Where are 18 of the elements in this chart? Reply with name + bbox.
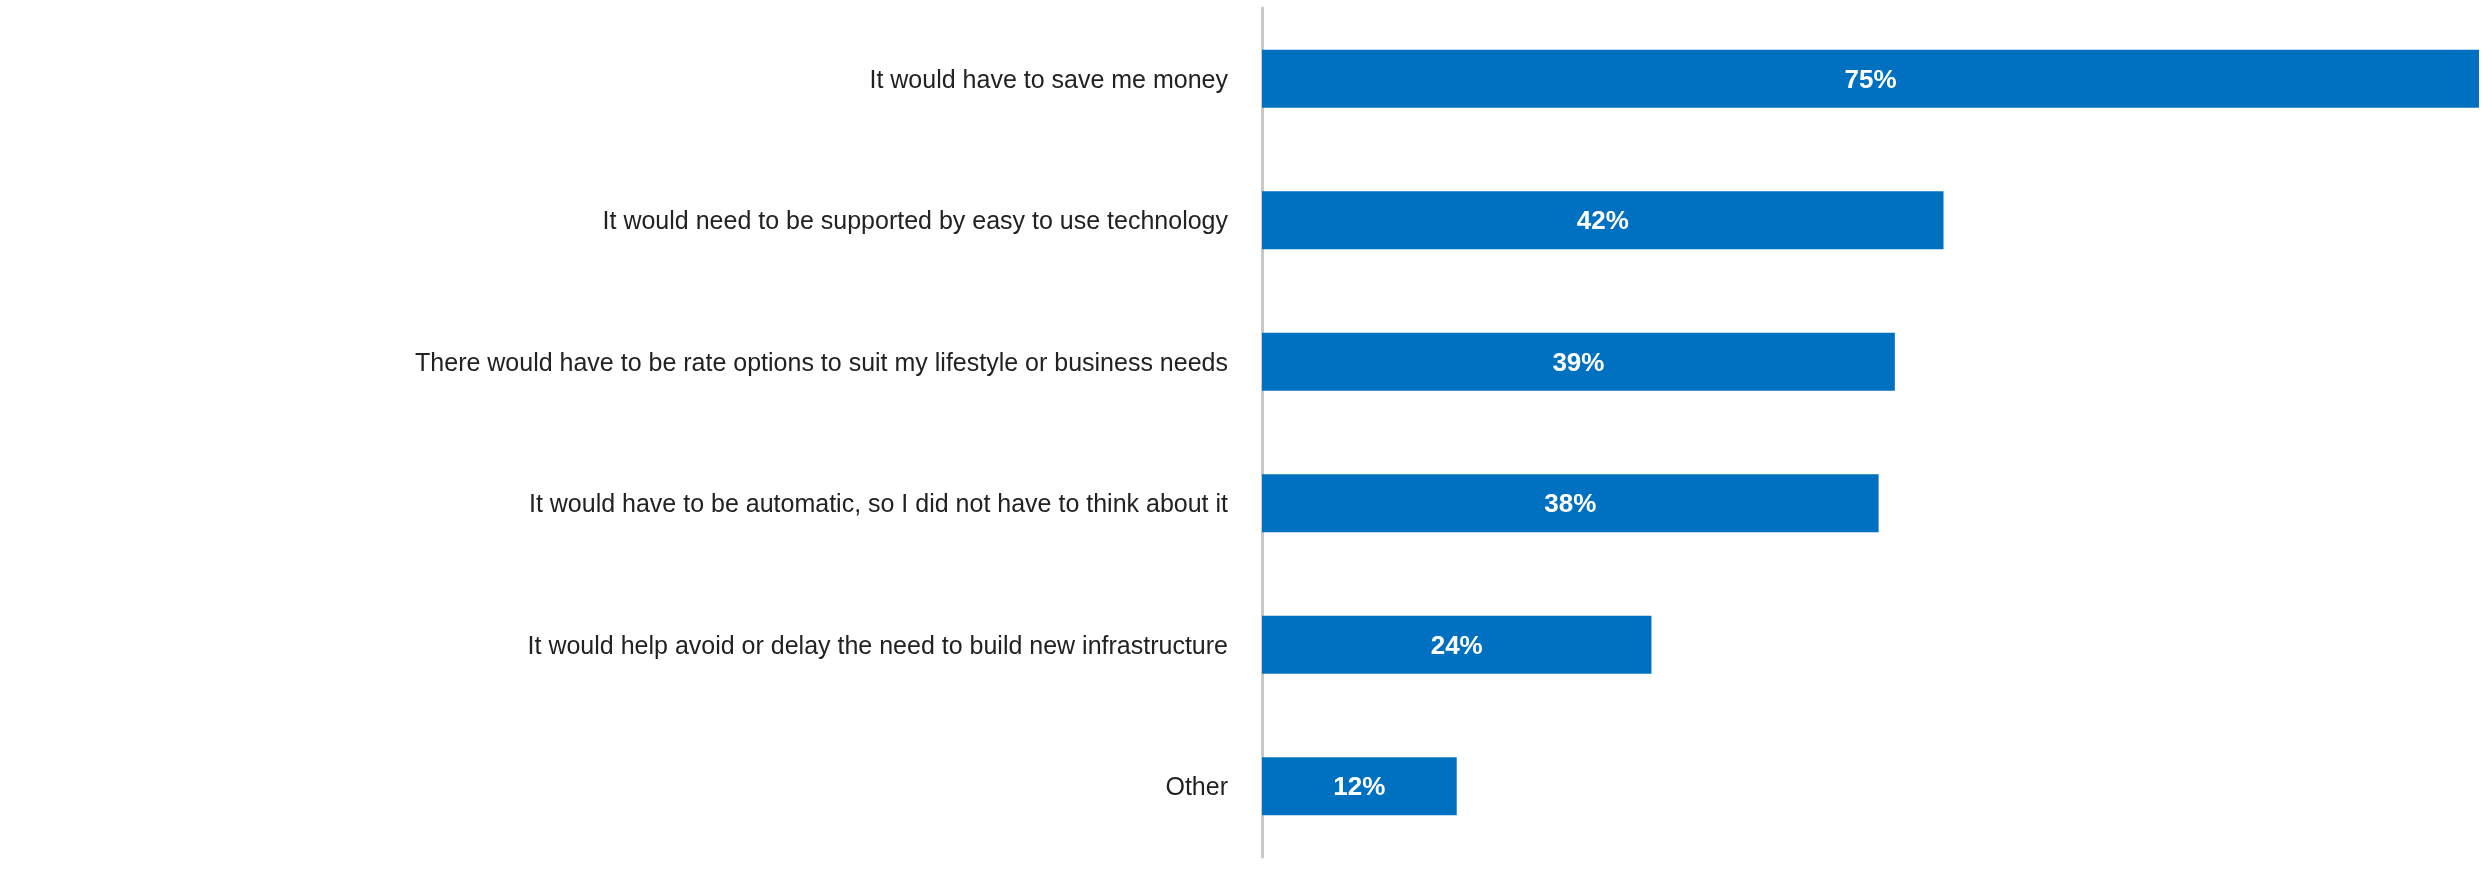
- data-label: 39%: [1552, 346, 1605, 377]
- y-tick-label: It would help avoid or delay the need to build new infrastructure: [527, 630, 1228, 659]
- data-label: 75%: [1844, 63, 1897, 94]
- y-tick-label: There would have to be rate options to suit my lifestyle or business needs: [415, 347, 1228, 376]
- bar: [1262, 757, 1457, 816]
- bar: [1262, 332, 1895, 391]
- bar: [1262, 191, 1944, 250]
- bar: [1262, 49, 2479, 108]
- data-label: 24%: [1430, 629, 1483, 660]
- data-label: 38%: [1544, 488, 1597, 519]
- bar: [1262, 615, 1652, 674]
- bar: [1262, 474, 1879, 533]
- y-tick-label: It would need to be supported by easy to use technology: [602, 206, 1229, 235]
- data-label: 42%: [1576, 205, 1629, 236]
- data-label: 12%: [1333, 771, 1386, 802]
- y-tick-label: It would have to be automatic, so I did not have to think about it: [528, 489, 1229, 518]
- y-tick-label: Other: [1165, 772, 1228, 801]
- y-tick-label: It would have to save me money: [869, 64, 1229, 93]
